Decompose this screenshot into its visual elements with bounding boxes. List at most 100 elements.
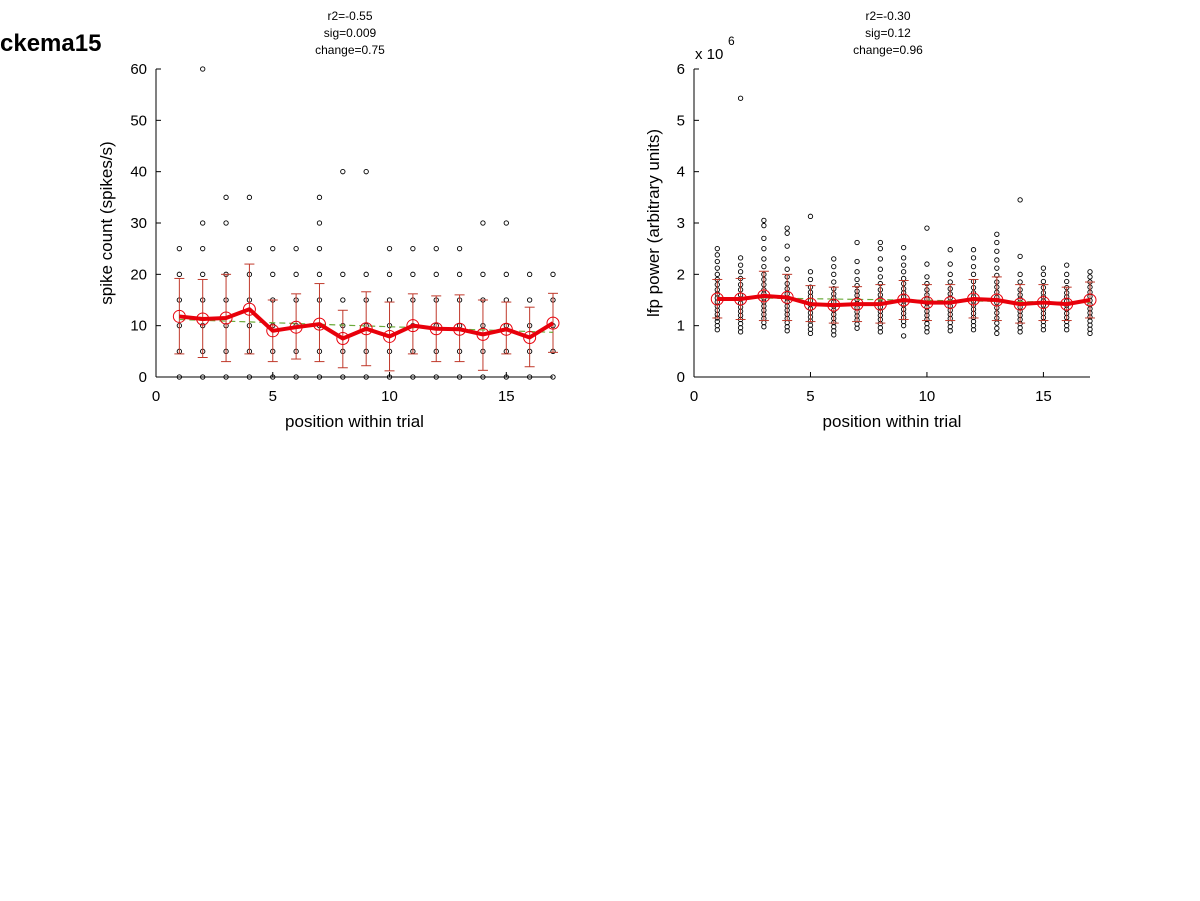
data-point [970,271,977,277]
data-point [784,243,790,249]
stat-label: r2=-0.30 [865,9,910,23]
mean-marker [499,322,513,336]
mean-marker [476,327,490,341]
stat-label: change=0.96 [853,43,923,57]
mean-marker [920,296,934,310]
data-point [480,271,486,277]
data-point [900,269,907,275]
data-point [1087,274,1093,280]
mean-marker [850,297,864,311]
data-point [900,262,907,268]
mean-marker [1083,293,1097,307]
data-point [1040,265,1047,271]
data-point [1064,271,1070,277]
data-point [924,261,930,267]
data-point [1017,279,1023,285]
data-point [223,220,229,226]
data-point [410,374,416,380]
data-point [714,318,720,325]
data-point [1087,269,1093,275]
data-point [1017,197,1023,203]
y-axis-label: spike count (spikes/s) [97,141,116,304]
data-point [1064,278,1070,285]
data-point [176,374,183,380]
data-point [176,246,183,252]
mean-marker [1013,297,1027,311]
data-point [340,297,346,303]
y-tick-label: 4 [677,164,685,181]
y-tick-label: 3 [677,215,685,232]
y-tick-label: 5 [677,112,685,129]
data-point [433,374,439,380]
mean-marker [1060,297,1074,311]
mean-marker [734,292,748,306]
data-point [200,374,206,380]
data-point [784,225,790,231]
data-point [1040,278,1047,285]
data-point [480,220,486,226]
mean-marker [429,322,443,336]
data-point [363,374,369,380]
y-tick-label: 0 [677,369,685,386]
data-point [714,246,720,252]
data-point [994,257,1000,263]
data-point [480,374,486,380]
data-point [994,231,1000,237]
mean-marker [196,312,210,326]
mean-marker [780,290,794,304]
data-point [550,374,556,380]
spike-count-chart: r2=-0.55sig=0.009change=0.75010203040506… [97,9,560,431]
x-tick-label: 0 [152,388,160,405]
mean-marker [897,293,911,307]
data-point [503,374,509,380]
data-point [877,246,884,252]
data-point [900,255,907,261]
mean-marker [710,292,724,306]
data-point [176,271,183,277]
mean-marker [757,289,771,303]
data-point [714,258,720,265]
data-point [924,274,930,280]
data-point [854,258,860,265]
mean-marker [289,320,303,334]
data-point [970,255,977,261]
y-tick-label: 6 [677,61,685,78]
data-point [714,265,720,271]
mean-marker [873,297,887,311]
data-point [900,244,907,251]
data-point [246,246,253,252]
data-point [737,95,744,101]
mean-marker [1036,296,1050,310]
data-point [363,169,369,175]
data-point [200,66,206,72]
data-point [293,374,299,380]
data-point [831,271,837,277]
mean-marker [336,332,350,345]
data-point [433,271,439,277]
data-point [1064,262,1070,268]
data-point [410,246,416,252]
mean-marker [383,329,397,343]
data-point [410,271,416,277]
x-tick-label: 15 [1035,388,1052,405]
data-point [246,374,253,380]
data-point [784,230,790,236]
stat-label: sig=0.009 [324,26,377,40]
data-point [293,246,299,252]
exponent-label: x 10 [695,46,723,63]
y-tick-label: 30 [130,215,147,232]
data-point [316,194,323,200]
x-tick-label: 5 [269,388,277,405]
exponent-power: 6 [728,34,735,48]
mean-marker [453,322,467,336]
data-point [761,217,767,224]
mean-marker [523,330,537,344]
mean-marker [803,297,817,311]
mean-line [179,307,555,341]
data-point [270,271,276,277]
data-point [737,262,744,268]
y-tick-label: 1 [677,318,685,335]
mean-marker [967,292,981,306]
data-point [947,247,953,253]
mean-marker [266,324,280,338]
